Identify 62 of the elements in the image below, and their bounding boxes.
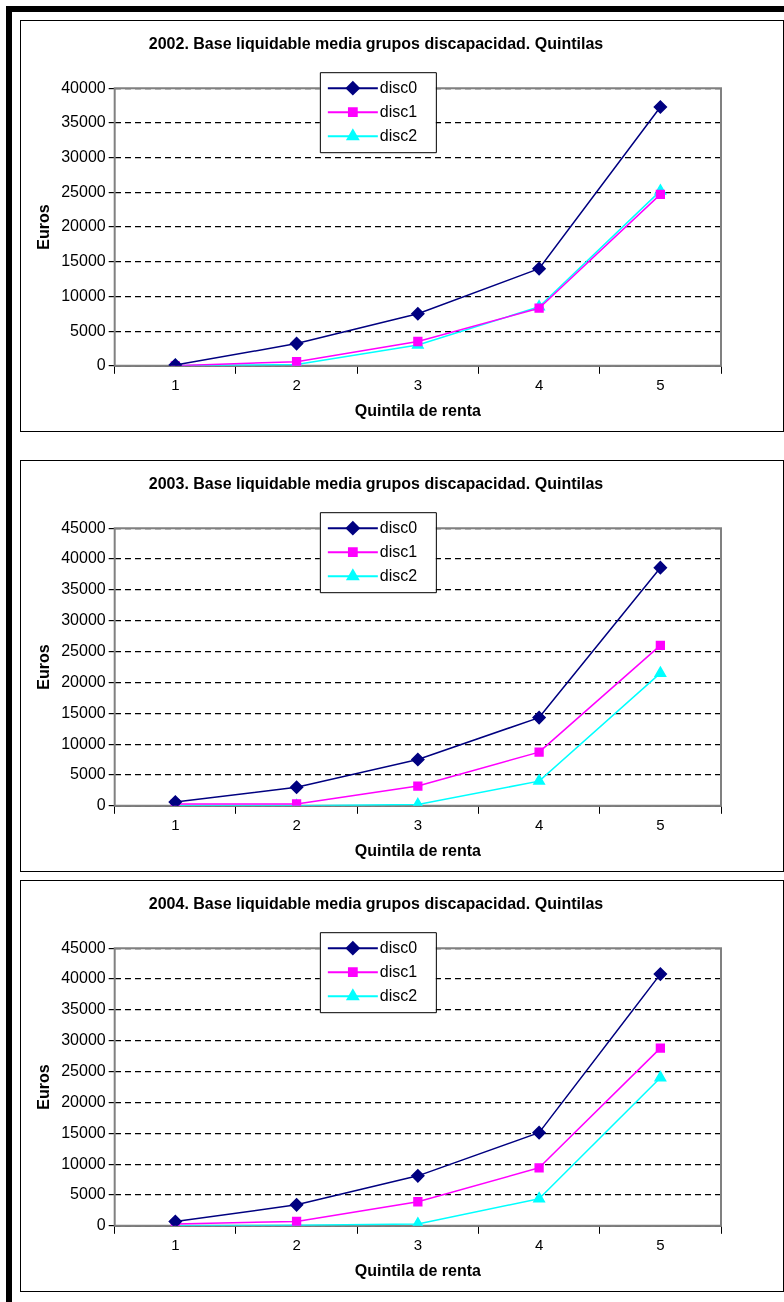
y-tick-label: 35000 (61, 1000, 106, 1018)
legend-label: disc1 (379, 102, 418, 120)
y-tick-label: 10000 (61, 286, 106, 304)
legend-label: disc0 (379, 518, 418, 536)
legend-label: disc1 (379, 542, 418, 560)
y-tick-label: 0 (96, 796, 106, 814)
legend-label: disc2 (379, 566, 418, 584)
y-tick-label: 30000 (61, 148, 106, 166)
y-tick-label: 30000 (61, 611, 106, 629)
y-tick-label: 15000 (61, 703, 106, 721)
y-tick-label: 10000 (61, 1154, 106, 1172)
x-tick-label: 3 (413, 1235, 423, 1253)
x-tick-label: 1 (171, 375, 180, 393)
y-tick-label: 40000 (61, 969, 106, 987)
x-tick-label: 2 (292, 815, 301, 833)
y-tick-label: 35000 (61, 580, 106, 598)
y-tick-label: 40000 (61, 78, 106, 96)
chart-title: 2004. Base liquidable media grupos discapacidad. Quintilas (148, 895, 604, 913)
x-tick-label: 2 (292, 1235, 301, 1253)
x-axis-title: Quintila de renta (354, 841, 482, 859)
y-tick-label: 5000 (70, 321, 106, 339)
x-tick-label: 4 (534, 815, 544, 833)
x-axis-title: Quintila de renta (354, 401, 482, 419)
legend-label: disc0 (379, 78, 418, 96)
y-axis-title: Euros (35, 644, 53, 690)
y-tick-label: 15000 (61, 252, 106, 270)
x-tick-label: 1 (171, 815, 180, 833)
y-tick-label: 25000 (61, 182, 106, 200)
y-tick-label: 30000 (61, 1031, 106, 1049)
y-tick-label: 40000 (61, 549, 106, 567)
y-axis-title: Euros (35, 1064, 53, 1110)
legend-label: disc1 (379, 962, 418, 980)
y-tick-label: 0 (96, 356, 106, 374)
y-tick-label: 45000 (61, 938, 106, 956)
chart-title: 2003. Base liquidable media grupos discapacidad. Quintilas (148, 475, 604, 493)
y-tick-label: 20000 (61, 1092, 106, 1110)
x-axis-title: Quintila de renta (354, 1261, 482, 1279)
y-tick-label: 0 (96, 1216, 106, 1234)
y-tick-label: 35000 (61, 113, 106, 131)
x-tick-label: 5 (656, 375, 665, 393)
x-tick-label: 3 (413, 815, 423, 833)
y-axis-title: Euros (35, 204, 53, 250)
legend-label: disc2 (379, 986, 418, 1004)
y-tick-label: 5000 (70, 1185, 106, 1203)
y-tick-label: 45000 (61, 518, 106, 536)
y-tick-label: 20000 (61, 672, 106, 690)
y-tick-label: 25000 (61, 641, 106, 659)
x-tick-label: 4 (534, 1235, 544, 1253)
y-tick-label: 5000 (70, 765, 106, 783)
legend-label: disc0 (379, 938, 418, 956)
x-tick-label: 1 (171, 1235, 180, 1253)
y-tick-label: 25000 (61, 1061, 106, 1079)
x-tick-label: 5 (656, 1235, 665, 1253)
chart-title: 2002. Base liquidable media grupos discapacidad. Quintilas (148, 35, 604, 53)
y-tick-label: 15000 (61, 1123, 106, 1141)
x-tick-label: 5 (656, 815, 665, 833)
x-tick-label: 2 (292, 375, 301, 393)
x-tick-label: 3 (413, 375, 423, 393)
y-tick-label: 20000 (61, 217, 106, 235)
x-tick-label: 4 (534, 375, 544, 393)
y-tick-label: 10000 (61, 734, 106, 752)
legend-label: disc2 (379, 126, 418, 144)
